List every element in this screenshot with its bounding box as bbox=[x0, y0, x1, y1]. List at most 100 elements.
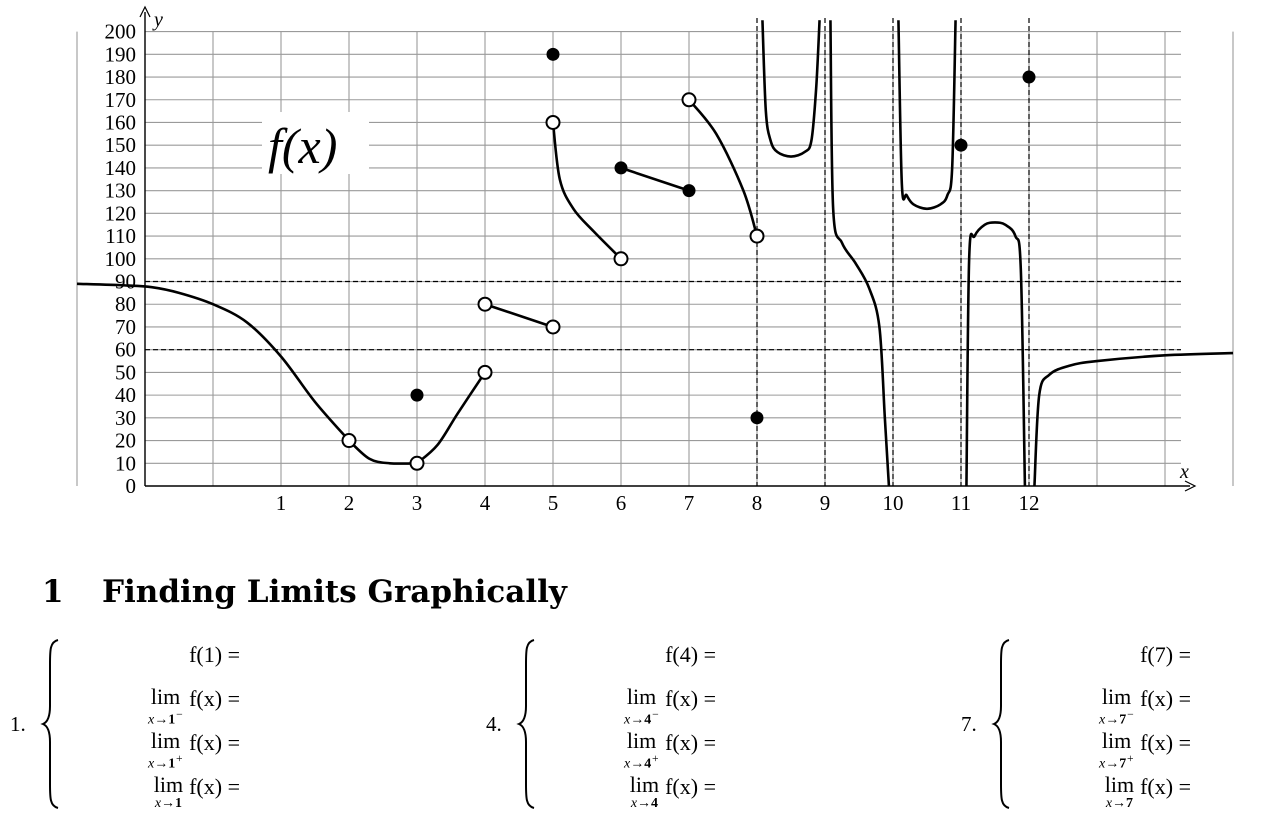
limit-expression: f(x) = bbox=[189, 686, 240, 711]
limit-point: 4 bbox=[644, 712, 652, 728]
x-tick-label: 5 bbox=[548, 491, 559, 515]
limit-operator: lim x→7 bbox=[1105, 774, 1134, 811]
y-tick-label: 160 bbox=[105, 110, 137, 134]
right-side-marker: + bbox=[651, 752, 660, 765]
closed-point bbox=[750, 411, 764, 425]
function-value: f(7) = bbox=[1140, 642, 1191, 667]
left-side-marker: − bbox=[1126, 708, 1135, 721]
limit-point: 1 bbox=[175, 796, 183, 811]
function-value: f(4) = bbox=[665, 642, 716, 667]
limit-subscript: x→7 bbox=[1105, 797, 1134, 811]
limit-subscript: x→1− bbox=[148, 709, 183, 728]
right-side-marker: + bbox=[1126, 752, 1135, 765]
y-tick-label: 100 bbox=[105, 247, 137, 271]
lim-word: lim bbox=[150, 728, 181, 753]
left-limit-row: lim x→1− f(x) = bbox=[148, 686, 240, 730]
y-tick-label: 180 bbox=[105, 65, 137, 89]
right-side-marker: + bbox=[175, 752, 184, 765]
lim-word: lim bbox=[626, 728, 657, 753]
lim-word: lim bbox=[1104, 772, 1135, 797]
y-tick-label: 190 bbox=[105, 42, 137, 66]
right-limit-row: lim x→1+ f(x) = bbox=[148, 730, 240, 774]
curve-segment bbox=[687, 98, 759, 237]
y-tick-label: 110 bbox=[105, 224, 136, 248]
limit-subscript: x→7− bbox=[1099, 709, 1134, 728]
section-number: 1 bbox=[42, 574, 64, 610]
limit-operator: lim x→1+ bbox=[148, 730, 183, 772]
y-tick-label: 150 bbox=[105, 133, 137, 157]
curve-segment bbox=[76, 282, 350, 442]
function-label-box: f(x) bbox=[262, 112, 369, 174]
function-label-background bbox=[262, 112, 369, 174]
function-value-row: f(7) = bbox=[1140, 642, 1191, 686]
function-label: f(x) bbox=[268, 118, 337, 174]
closed-point bbox=[410, 388, 424, 402]
points bbox=[341, 47, 1036, 471]
limit-point: 4 bbox=[651, 796, 659, 811]
limit-expression: f(x) = bbox=[665, 774, 716, 799]
curve-segment bbox=[897, 20, 957, 211]
two-sided-limit-row: lim x→7 f(x) = bbox=[1105, 774, 1191, 818]
x-tick-label: 2 bbox=[344, 491, 355, 515]
open-point bbox=[749, 228, 765, 244]
curve-segment bbox=[348, 439, 418, 465]
limit-subscript: x→1+ bbox=[148, 753, 183, 772]
function-value-row: f(4) = bbox=[665, 642, 716, 686]
two-sided-limit-row: lim x→1 f(x) = bbox=[154, 774, 240, 818]
limit-variable: x→ bbox=[630, 796, 652, 811]
limit-operator: lim x→4− bbox=[624, 686, 659, 728]
closed-point bbox=[954, 138, 968, 152]
x-tick-label: 4 bbox=[480, 491, 491, 515]
left-limit-row: lim x→4− f(x) = bbox=[624, 686, 716, 730]
open-point bbox=[409, 455, 425, 471]
y-tick-label: 60 bbox=[115, 338, 136, 362]
y-tick-label: 80 bbox=[115, 292, 136, 316]
limit-subscript: x→4− bbox=[624, 709, 659, 728]
right-limit-row: lim x→7+ f(x) = bbox=[1099, 730, 1191, 774]
x-tick-label: 1 bbox=[276, 491, 287, 515]
curve-segment bbox=[551, 122, 622, 260]
y-axis-arrow bbox=[139, 5, 151, 18]
y-tick-label: 70 bbox=[115, 315, 136, 339]
limit-point: 1 bbox=[168, 756, 176, 772]
limit-expression: f(x) = bbox=[189, 730, 240, 755]
x-tick-labels: 1 2 3 4 5 6 7 8 9 10 11 12 bbox=[276, 491, 1040, 515]
x-tick-label: 7 bbox=[684, 491, 695, 515]
lim-word: lim bbox=[626, 684, 657, 709]
curve-segment bbox=[829, 20, 891, 487]
limit-operator: lim x→1− bbox=[148, 686, 183, 728]
y-tick-label: 0 bbox=[126, 474, 137, 498]
limit-subscript: x→1 bbox=[154, 797, 183, 811]
section-title: Finding Limits Graphically bbox=[102, 574, 567, 610]
y-tick-label: 120 bbox=[105, 201, 137, 225]
limit-point: 7 bbox=[1119, 756, 1127, 772]
curve-segment bbox=[761, 20, 821, 158]
open-point bbox=[341, 433, 357, 449]
limit-variable: x→ bbox=[154, 796, 176, 811]
left-limit-row: lim x→7− f(x) = bbox=[1099, 686, 1191, 730]
lim-word: lim bbox=[150, 684, 181, 709]
x-tick-label: 8 bbox=[752, 491, 763, 515]
closed-point bbox=[682, 184, 696, 198]
limit-expression: f(x) = bbox=[189, 774, 240, 799]
curve-segment bbox=[620, 166, 690, 192]
limit-variable: x→ bbox=[624, 712, 645, 728]
limit-variable: x→ bbox=[1099, 756, 1120, 772]
x-tick-label: 12 bbox=[1019, 491, 1040, 515]
lim-word: lim bbox=[629, 772, 660, 797]
limit-subscript: x→4 bbox=[630, 797, 659, 811]
y-tick-label: 130 bbox=[105, 179, 137, 203]
limit-point: 7 bbox=[1126, 796, 1134, 811]
function-value: f(1) = bbox=[189, 642, 240, 667]
y-tick-label: 50 bbox=[115, 360, 136, 384]
limit-expression: f(x) = bbox=[1140, 686, 1191, 711]
limit-expression: f(x) = bbox=[665, 730, 716, 755]
lim-word: lim bbox=[153, 772, 184, 797]
section-heading: 1 Finding Limits Graphically bbox=[42, 574, 567, 610]
left-side-marker: − bbox=[651, 708, 660, 721]
limit-point: 7 bbox=[1119, 712, 1127, 728]
curve-segment bbox=[1033, 351, 1234, 487]
y-tick-label: 20 bbox=[115, 429, 136, 453]
curves bbox=[76, 20, 1234, 487]
closed-point bbox=[614, 161, 628, 175]
